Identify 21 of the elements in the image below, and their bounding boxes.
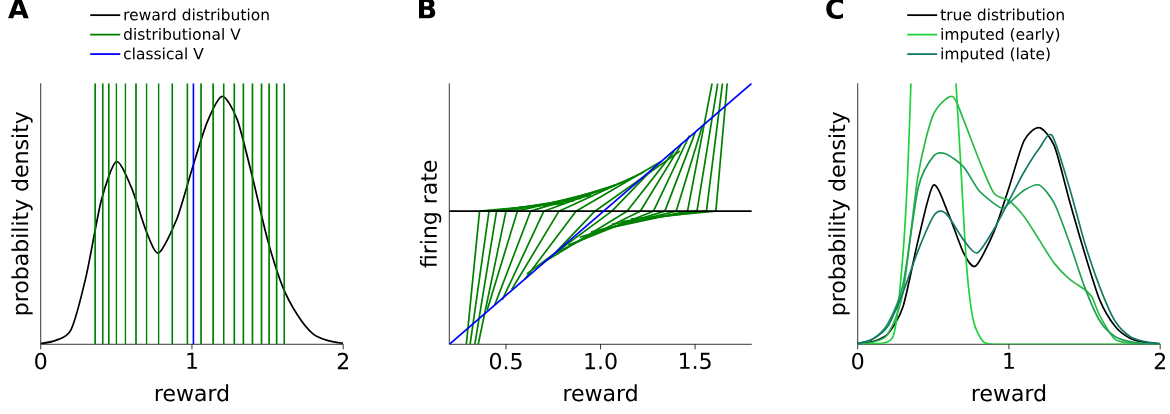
x-tick-label: 0 [35, 352, 47, 370]
x-tick-label: 2 [1154, 352, 1165, 370]
x-axis-title: reward [155, 384, 229, 402]
legend-label: classical V [123, 47, 204, 60]
y-axis-title: probability density [828, 111, 850, 315]
legend-label: true distribution [940, 8, 1064, 21]
legend-label: imputed (early) [941, 27, 1060, 43]
y-axis-title: firing rate [419, 160, 442, 268]
x-tick-label: 1.5 [680, 352, 711, 370]
x-axis-title: reward [972, 384, 1046, 402]
x-tick-label: 0.5 [489, 352, 522, 370]
x-axis-title: reward [564, 384, 637, 402]
legend-label: distributional V [123, 27, 241, 40]
legend-label: reward distribution [124, 8, 269, 21]
x-tick-label: 1.0 [585, 352, 617, 370]
x-tick-label: 1 [187, 352, 197, 369]
legend-label: imputed (late) [941, 47, 1050, 63]
x-tick-label: 1 [1004, 352, 1014, 369]
y-axis-title: probability density [11, 111, 33, 315]
x-tick-label: 0 [852, 352, 864, 370]
x-tick-label: 2 [337, 352, 349, 370]
